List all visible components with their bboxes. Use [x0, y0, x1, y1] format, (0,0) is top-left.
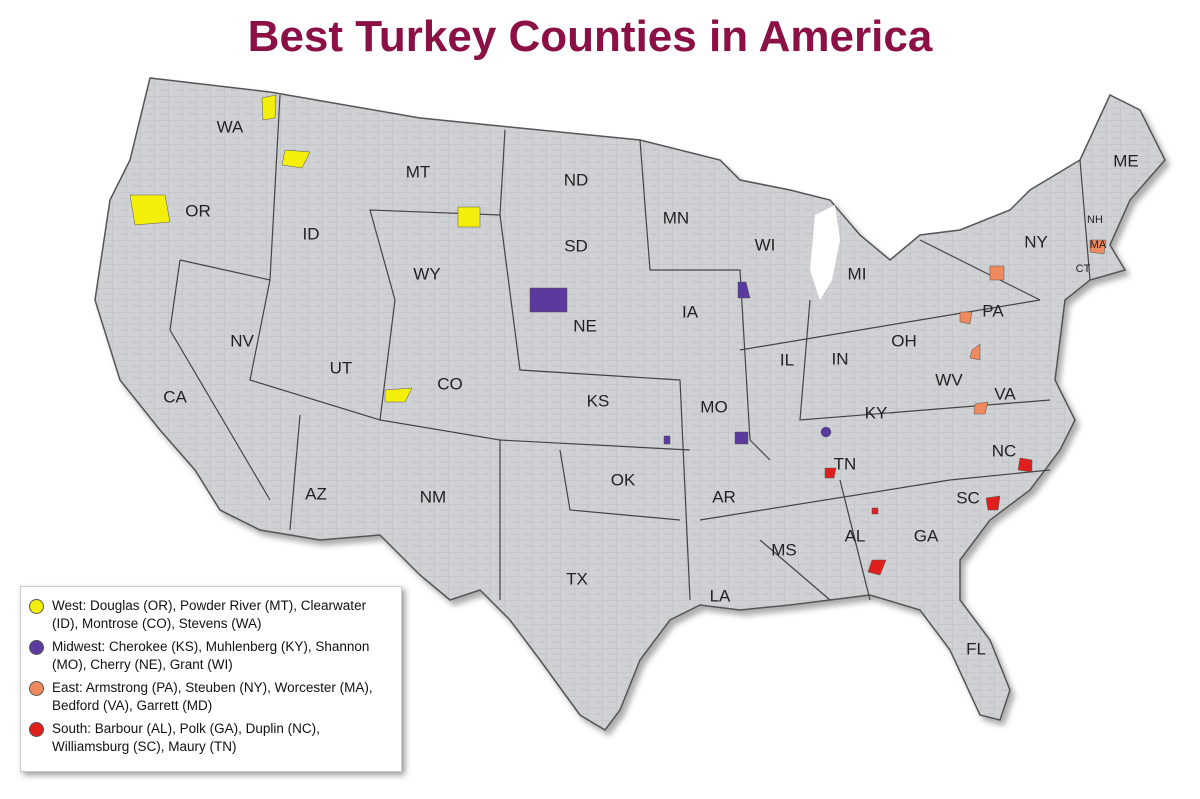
state-borders	[169, 94, 1091, 601]
title: Best Turkey Counties in America	[247, 12, 933, 61]
state-label: SD	[564, 236, 588, 255]
state-label: PA	[982, 301, 1004, 320]
state-label: FL	[966, 639, 986, 658]
highlighted-county	[1089, 239, 1107, 255]
state-label: MA	[1090, 239, 1107, 251]
state-label: NM	[420, 487, 446, 506]
highlighted-county	[457, 206, 481, 228]
state-label: UT	[330, 358, 353, 377]
state-label: KY	[865, 403, 888, 422]
state-label: NC	[992, 441, 1017, 460]
state-label: IL	[780, 350, 794, 369]
state-label: WY	[413, 264, 440, 283]
highlighted-county	[969, 343, 981, 361]
legend-text: Midwest: Cherokee (KS), Muhlenberg (KY),…	[52, 639, 370, 672]
state-label: WV	[935, 370, 963, 389]
highlighted-county	[529, 287, 568, 313]
highlighted-county	[959, 311, 973, 325]
legend-swatch	[29, 681, 44, 696]
state-label: CA	[163, 387, 187, 406]
highlighted-county	[737, 281, 751, 299]
highlighted-county	[820, 426, 832, 438]
legend-item: East: Armstrong (PA), Steuben (NY), Worc…	[29, 679, 395, 715]
state-label: TN	[834, 454, 857, 473]
state-label: ID	[303, 224, 320, 243]
state-label: IN	[832, 349, 849, 368]
highlighted-county	[129, 194, 171, 226]
state-label: NH	[1087, 214, 1103, 226]
legend-swatch	[29, 640, 44, 655]
state-label: IA	[682, 302, 699, 321]
state-label: NY	[1024, 232, 1048, 251]
state-label: WI	[755, 235, 776, 254]
state-label: ME	[1113, 151, 1139, 170]
state-label: MT	[406, 162, 431, 181]
state-label: MN	[663, 208, 689, 227]
highlighted-county	[985, 495, 1001, 511]
state-label: NE	[573, 316, 597, 335]
lake-michigan	[810, 205, 840, 300]
state-label: OK	[611, 470, 636, 489]
legend-item: Midwest: Cherokee (KS), Muhlenberg (KY),…	[29, 638, 395, 674]
us-outline	[94, 77, 1166, 731]
highlighted-county	[871, 507, 879, 515]
state-label: KS	[587, 391, 610, 410]
state-label: OR	[185, 201, 211, 220]
highlighted-county	[1017, 457, 1033, 473]
highlighted-county	[973, 401, 989, 415]
state-label: GA	[914, 526, 939, 545]
legend-text: South: Barbour (AL), Polk (GA), Duplin (…	[52, 721, 320, 754]
highlighted-county	[989, 265, 1005, 281]
state-label: TX	[566, 569, 588, 588]
state-label: AZ	[305, 484, 327, 503]
highlighted-county	[281, 149, 311, 169]
legend-text: West: Douglas (OR), Powder River (MT), C…	[52, 598, 367, 631]
state-label: WA	[217, 117, 244, 136]
highlighted-county	[867, 559, 887, 576]
state-label: VA	[994, 384, 1016, 403]
legend-text: East: Armstrong (PA), Steuben (NY), Worc…	[52, 680, 373, 713]
state-label: MO	[700, 397, 727, 416]
legend: West: Douglas (OR), Powder River (MT), C…	[20, 586, 402, 772]
highlighted-county	[261, 94, 277, 121]
state-label: LA	[710, 586, 731, 605]
state-label: NV	[230, 331, 254, 350]
state-label: AL	[845, 526, 866, 545]
state-label: CO	[437, 374, 463, 393]
highlighted-county	[824, 467, 837, 479]
legend-item: West: Douglas (OR), Powder River (MT), C…	[29, 597, 395, 633]
state-label: MS	[771, 540, 797, 559]
state-label: AR	[712, 487, 736, 506]
legend-swatch	[29, 722, 44, 737]
highlighted-county	[384, 387, 413, 403]
state-label: ND	[564, 170, 589, 189]
state-label: SC	[956, 488, 980, 507]
state-label: CT	[1076, 263, 1091, 275]
legend-item: South: Barbour (AL), Polk (GA), Duplin (…	[29, 720, 395, 756]
highlighted-county	[734, 431, 749, 445]
state-label: OH	[891, 331, 917, 350]
state-label: MI	[848, 264, 867, 283]
highlighted-county	[663, 435, 671, 445]
legend-swatch	[29, 599, 44, 614]
